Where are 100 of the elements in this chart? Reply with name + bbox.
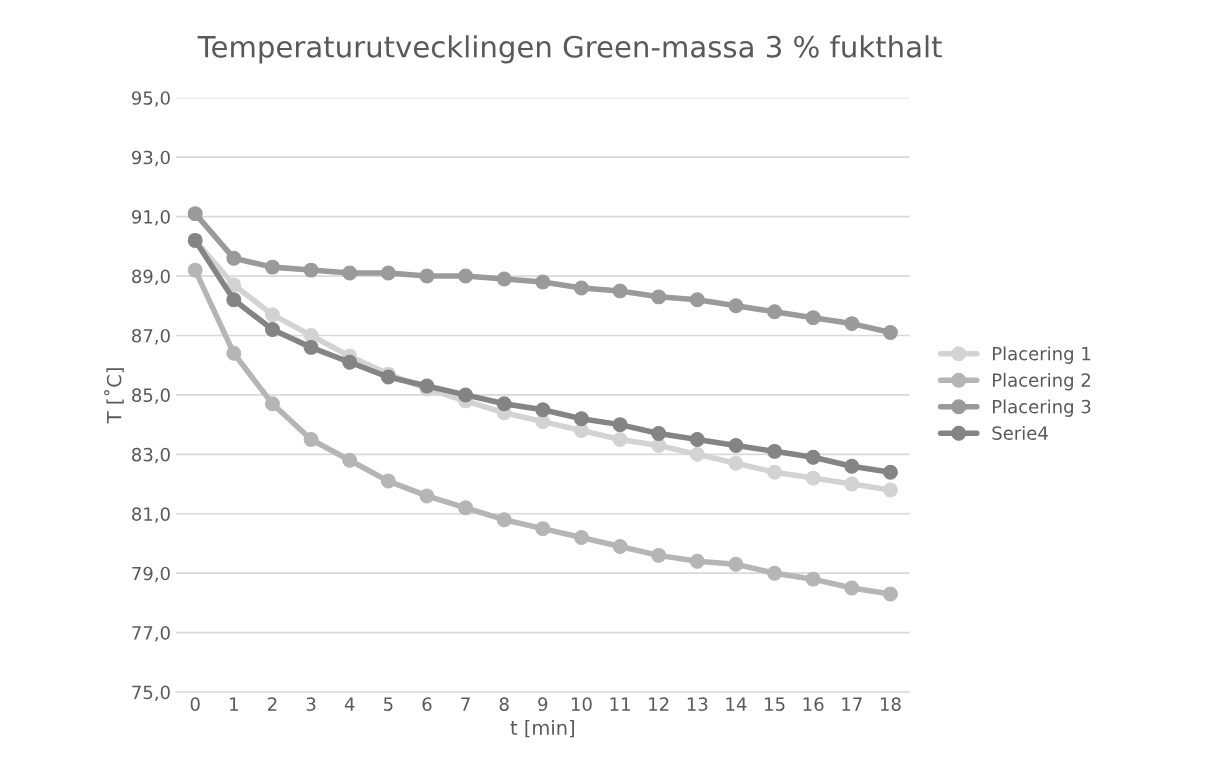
- point: [264, 396, 280, 412]
- point: [689, 446, 705, 462]
- x-tick-label: 4: [344, 697, 355, 711]
- point: [419, 268, 435, 284]
- point: [882, 325, 898, 340]
- x-tick-label: 2: [268, 697, 277, 711]
- y-axis-title: T [˚C]: [104, 368, 124, 424]
- point: [612, 539, 628, 554]
- point: [882, 586, 898, 602]
- point: [767, 565, 783, 581]
- point: [767, 443, 783, 459]
- point: [419, 488, 435, 504]
- point: [226, 250, 242, 266]
- point: [844, 316, 860, 332]
- y-tick-label: 77,0: [132, 626, 170, 642]
- point: [342, 354, 358, 370]
- point: [612, 283, 628, 299]
- point: [496, 396, 512, 412]
- x-tick-label: 7: [461, 697, 470, 711]
- x-tick-label: 1: [230, 697, 238, 711]
- point: [496, 512, 512, 528]
- legend-label: Placering 1: [993, 346, 1091, 364]
- point: [728, 556, 744, 572]
- point: [844, 458, 860, 474]
- point: [728, 455, 744, 471]
- x-tick-label: 18: [880, 697, 901, 711]
- point: [689, 292, 705, 308]
- legend-label: Serie4: [992, 425, 1048, 440]
- x-tick-label: 16: [803, 697, 824, 711]
- point: [303, 262, 319, 278]
- point: [458, 500, 474, 516]
- point: [689, 432, 705, 447]
- x-tick-label: 14: [726, 697, 747, 711]
- y-tick-label: 95,0: [131, 91, 170, 107]
- point: [805, 470, 821, 486]
- legend-label: Placering 3: [993, 399, 1091, 417]
- x-tick-label: 0: [190, 697, 200, 711]
- point: [458, 268, 474, 284]
- point: [844, 476, 860, 492]
- y-tick-label: 79,0: [132, 566, 170, 583]
- x-tick-label: 17: [842, 697, 862, 711]
- point: [535, 521, 551, 537]
- point: [380, 473, 396, 489]
- point: [573, 423, 589, 439]
- x-tick-label: 11: [610, 697, 630, 711]
- point: [535, 402, 551, 418]
- x-tick-label: 12: [649, 697, 669, 711]
- y-tick-label: 81,0: [132, 507, 170, 523]
- legend-label: Placering 2: [993, 372, 1090, 391]
- x-tick-label: 8: [499, 697, 509, 711]
- x-tick-label: 10: [571, 697, 592, 711]
- point: [342, 452, 358, 468]
- y-tick-label: 93,0: [131, 150, 170, 167]
- y-tick-label: 83,0: [132, 447, 170, 464]
- point: [805, 449, 821, 465]
- chart-title: Temperaturutvecklingen Green-massa 3 % fukthalt: [197, 35, 942, 64]
- point: [573, 411, 589, 427]
- x-tick-label: 5: [383, 697, 393, 711]
- x-tick-label: 9: [538, 697, 548, 711]
- point: [651, 289, 667, 305]
- point: [573, 530, 589, 546]
- point: [187, 206, 203, 222]
- x-tick-label: 15: [765, 697, 785, 711]
- point: [844, 580, 860, 596]
- point: [264, 307, 280, 323]
- y-tick-label: 91,0: [131, 210, 170, 226]
- point: [651, 547, 667, 563]
- point: [342, 265, 358, 281]
- point: [303, 432, 319, 447]
- point: [651, 426, 667, 441]
- point: [187, 262, 203, 278]
- x-tick-label: 6: [422, 697, 432, 711]
- point: [689, 553, 705, 569]
- point: [458, 387, 474, 403]
- point: [226, 292, 242, 308]
- point: [767, 464, 783, 480]
- y-tick-label: 85,0: [132, 388, 170, 404]
- point: [728, 437, 744, 453]
- point: [612, 417, 628, 433]
- point: [805, 310, 821, 326]
- x-tick-label: 3: [306, 697, 316, 711]
- y-tick-label: 75,0: [132, 685, 170, 702]
- point: [496, 271, 512, 287]
- point: [226, 345, 242, 361]
- point: [303, 339, 319, 355]
- x-axis-title: t [min]: [510, 719, 574, 738]
- y-tick-label: 89,0: [132, 269, 170, 285]
- point: [805, 571, 821, 587]
- y-tick-label: 87,0: [132, 328, 170, 345]
- point: [882, 482, 898, 498]
- point: [882, 464, 898, 480]
- point: [767, 304, 783, 320]
- point: [535, 274, 551, 290]
- point: [573, 280, 589, 296]
- x-tick-label: 13: [687, 697, 708, 711]
- point: [380, 265, 396, 281]
- point: [264, 259, 280, 275]
- point: [264, 322, 280, 337]
- point: [728, 298, 744, 314]
- point: [612, 432, 628, 447]
